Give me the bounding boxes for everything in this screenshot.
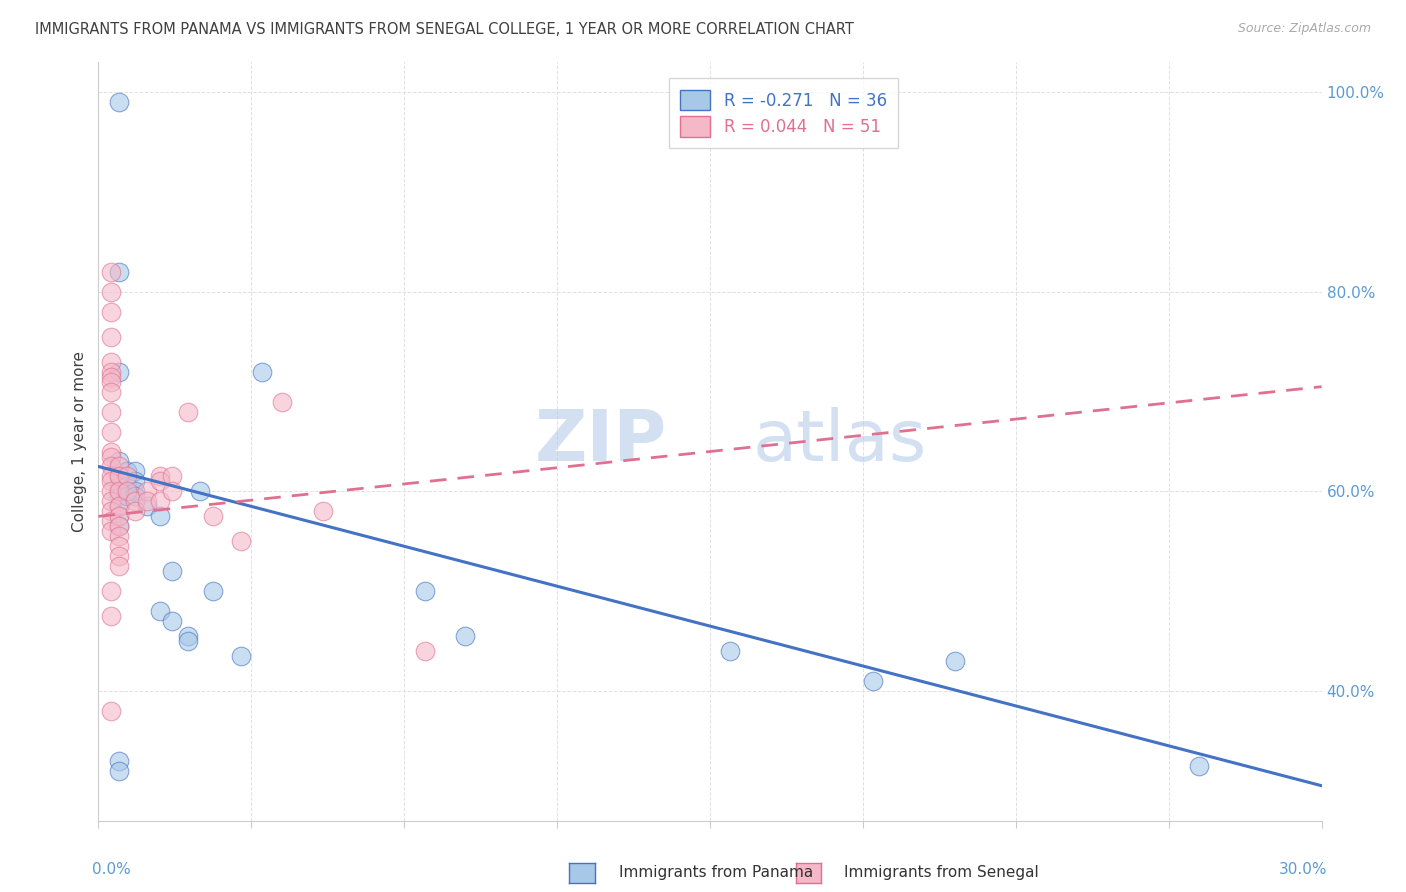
Point [100,365,122,379]
Point [177,634,200,648]
Point [177,629,200,643]
Point [108,539,131,553]
Point [108,454,131,468]
Point [160,484,183,499]
Text: atlas: atlas [752,407,927,476]
Point [108,484,131,499]
Point [250,365,273,379]
Point [108,559,131,574]
Point [108,469,131,483]
Point [108,754,131,768]
Point [100,375,122,389]
Point [454,629,477,643]
Point [108,365,131,379]
Point [100,450,122,464]
Text: Immigrants from Panama: Immigrants from Panama [619,865,813,880]
Point [108,549,131,564]
Point [108,529,131,543]
Point [136,500,159,514]
Point [100,494,122,508]
Point [100,355,122,369]
Point [100,425,122,439]
Point [115,465,138,479]
Point [100,584,122,599]
Point [100,504,122,518]
Point [270,394,294,409]
Point [115,469,138,483]
Point [124,494,146,508]
Point [201,584,224,599]
Point [100,265,122,279]
Text: ZIP: ZIP [534,407,668,476]
Text: IMMIGRANTS FROM PANAMA VS IMMIGRANTS FROM SENEGAL COLLEGE, 1 YEAR OR MORE CORREL: IMMIGRANTS FROM PANAMA VS IMMIGRANTS FRO… [35,22,853,37]
Point [100,404,122,418]
Point [124,475,146,489]
Point [100,484,122,499]
Point [100,459,122,474]
Point [943,654,966,668]
Point [718,644,742,658]
Point [108,519,131,533]
Point [100,330,122,344]
Point [862,673,884,688]
Point [149,475,172,489]
Point [108,469,131,483]
Point [115,479,138,493]
Point [108,500,131,514]
Point [108,764,131,778]
Point [149,509,172,524]
Point [124,465,146,479]
Point [108,95,131,110]
Text: Immigrants from Senegal: Immigrants from Senegal [844,865,1039,880]
Point [115,490,138,504]
Point [100,524,122,539]
Point [100,285,122,299]
Point [100,475,122,489]
Point [1188,758,1211,772]
Point [136,484,159,499]
Point [177,404,200,418]
Point [100,704,122,718]
Point [312,504,335,518]
Text: Source: ZipAtlas.com: Source: ZipAtlas.com [1237,22,1371,36]
Point [100,444,122,458]
Point [108,509,131,524]
Point [100,514,122,528]
Point [136,494,159,508]
Legend: R = -0.271   N = 36, R = 0.044   N = 51: R = -0.271 N = 36, R = 0.044 N = 51 [668,78,898,148]
Point [149,604,172,618]
Point [100,384,122,399]
Text: 0.0%: 0.0% [93,863,131,878]
Point [160,614,183,628]
Point [201,509,224,524]
Point [149,494,172,508]
Point [108,490,131,504]
Point [108,265,131,279]
Point [100,469,122,483]
Point [231,648,253,663]
Point [160,564,183,578]
Point [413,644,436,658]
Point [100,305,122,319]
Point [160,469,183,483]
Text: 30.0%: 30.0% [1279,863,1327,878]
Point [188,484,212,499]
Point [413,584,436,599]
Point [124,490,146,504]
Point [100,609,122,624]
Point [231,534,253,549]
Point [115,484,138,499]
Point [124,504,146,518]
Point [124,484,146,499]
Point [100,369,122,384]
Point [108,519,131,533]
Y-axis label: College, 1 year or more: College, 1 year or more [72,351,87,532]
Point [108,459,131,474]
Point [108,509,131,524]
Point [149,469,172,483]
Point [108,479,131,493]
Point [108,500,131,514]
